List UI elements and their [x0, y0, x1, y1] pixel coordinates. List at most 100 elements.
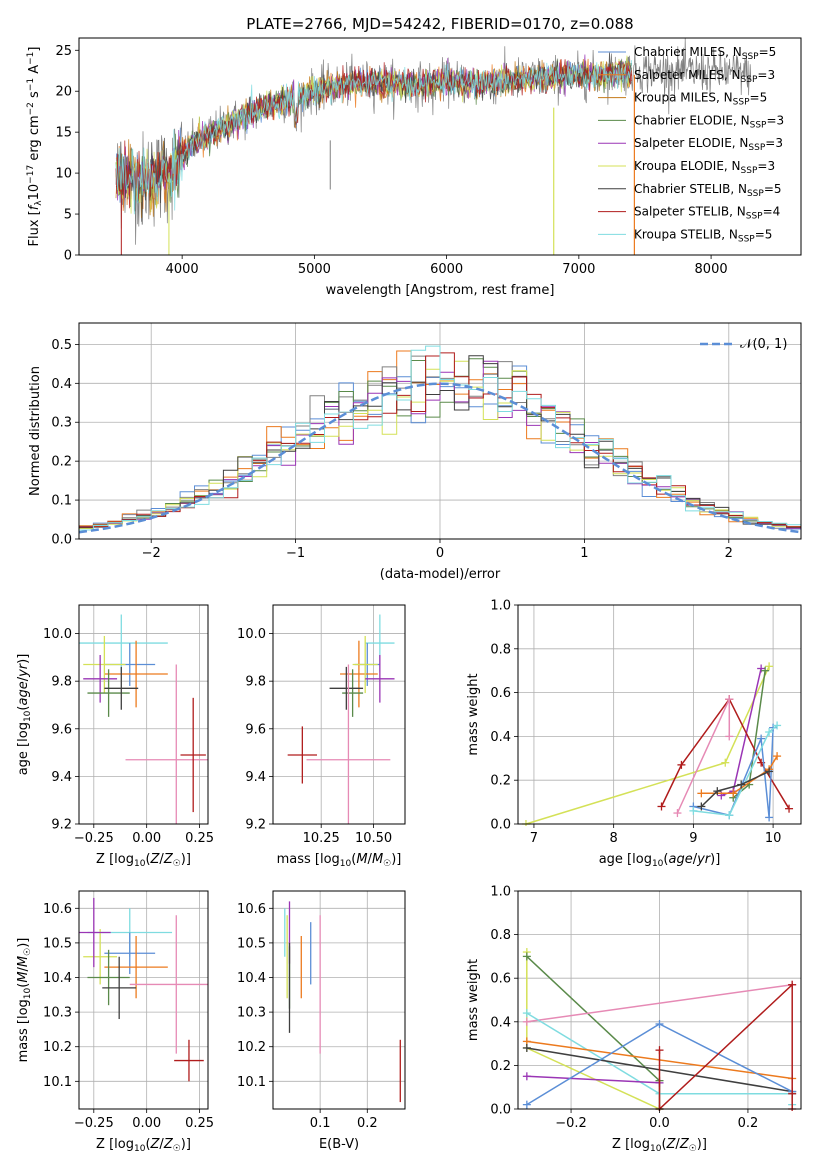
- legend-subscript: SSP: [747, 189, 764, 199]
- x-tick-label: 0.0: [649, 1116, 670, 1131]
- x-tick-label: 7000: [562, 262, 595, 277]
- label-part: )]: [391, 852, 401, 867]
- label-part: ☉: [23, 948, 33, 956]
- label-part: (: [16, 706, 31, 711]
- residual-histogram-panel: −2 −1 0 1 2 0.0 0.1 0.2 0.3 0.4 0.5 𝒩(0, 1) (data-mo…: [28, 322, 802, 582]
- y-tick-label: 0.1: [51, 494, 72, 509]
- y-tick-label: 10.2: [237, 1040, 266, 1055]
- label-part: age [log: [16, 722, 31, 775]
- y-tick-label: 10.3: [237, 1006, 266, 1021]
- age-vs-metallicity-panel: −0.25 0.00 0.259.29.49.69.810.0Z [log10(Z/…: [16, 604, 214, 869]
- y-tick-label: 0.4: [490, 1015, 511, 1030]
- x-tick-label: 2: [725, 546, 733, 561]
- y-tick-label: 0.8: [490, 642, 511, 657]
- axes-frame: [78, 890, 209, 1110]
- y-label-part: f: [27, 203, 42, 210]
- label-part: mass [log: [277, 852, 340, 867]
- label-part: Z: [679, 1137, 690, 1152]
- y-tick-label: 10.4: [237, 971, 266, 986]
- y-tick-label: 15: [55, 126, 72, 141]
- legend-subscript: SSP: [742, 52, 759, 62]
- y-tick-label: 0.4: [490, 730, 511, 745]
- x-axis-label: (data-model)/error: [380, 567, 501, 582]
- y-tick-label: 1.0: [490, 599, 511, 614]
- legend-tail: =5: [764, 182, 782, 196]
- y-label-part: −1: [26, 78, 36, 91]
- y-label-part: Flux [: [27, 210, 42, 246]
- figure-title: PLATE=2766, MJD=54242, FIBERID=0170, z=0…: [246, 15, 633, 33]
- weight-series-line: [693, 724, 778, 817]
- y-axis-label: mass weight: [466, 959, 481, 1041]
- label-part: /: [368, 852, 373, 867]
- label-part: (: [145, 1137, 150, 1152]
- label-part: ☉: [383, 859, 391, 869]
- x-tick-label: 6000: [430, 262, 463, 277]
- y-tick-label: 0.8: [490, 928, 511, 943]
- y-label-part: ]: [27, 47, 42, 52]
- y-tick-label: 0.6: [490, 972, 511, 987]
- y-tick-label: 10.1: [237, 1075, 266, 1090]
- axes-frame: [78, 37, 802, 256]
- y-tick-label: 0.5: [51, 338, 72, 353]
- y-tick-label: 10.0: [237, 627, 266, 642]
- legend-label: Kroupa STELIB, NSSP=5: [634, 227, 772, 244]
- y-label-part: s: [27, 91, 42, 102]
- legend-tail: =5: [750, 91, 768, 105]
- y-axis-label: Normed distribution: [28, 366, 43, 496]
- x-tick-label: −0.25: [74, 831, 114, 846]
- label-part: Z: [163, 852, 174, 867]
- x-tick-label: 10.50: [355, 831, 392, 846]
- x-tick-label: 10: [765, 831, 782, 846]
- label-part: /: [16, 676, 31, 681]
- spectrum-panel: 4000 5000 6000 7000 8000 0 5 10 15 20 25 Chabrier M…: [26, 37, 802, 298]
- legend-subscript: SSP: [733, 98, 750, 108]
- y-tick-label: 5: [64, 208, 72, 223]
- y-label-part: erg cm: [27, 115, 42, 164]
- y-tick-label: 9.6: [51, 722, 72, 737]
- y-tick-label: 0.0: [490, 818, 511, 833]
- y-tick-label: 0.4: [51, 377, 72, 392]
- legend-tail: =4: [763, 205, 781, 219]
- mass-vs-extinction-panel: 0.1 0.2 10.1 10.2 10.3 10.4 10.5 10.6 E(B-V): [237, 890, 406, 1152]
- label-part: Z: [163, 1137, 174, 1152]
- axes-frame: [517, 604, 802, 825]
- weight-lines: [521, 662, 794, 826]
- y-tick-label: 0.0: [490, 1103, 511, 1118]
- x-axis-label: Z [log10(Z/Z☉)]: [96, 1137, 191, 1154]
- y-label-part: −1: [26, 52, 36, 65]
- y-label-part: 10: [27, 184, 42, 201]
- label-part: age [log: [599, 852, 652, 867]
- y-axis-label: mass weight: [466, 673, 481, 755]
- errorbar-group: [79, 614, 208, 824]
- label-part: 10: [134, 859, 146, 869]
- label-part: M: [16, 971, 31, 982]
- label-part: 10: [134, 1144, 146, 1154]
- x-tick-label: −0.25: [74, 1116, 114, 1131]
- label-part: Z: [666, 1137, 677, 1152]
- legend-label: Salpeter ELODIE, NSSP=3: [634, 136, 783, 153]
- x-tick-label: 7: [530, 831, 538, 846]
- y-axis-label: mass [log10(M/M☉)]: [16, 938, 33, 1063]
- y-tick-label: 9.4: [245, 770, 266, 785]
- weight-series-line: [658, 982, 793, 1111]
- y-tick-label: 0.2: [490, 1059, 511, 1074]
- legend-tail: =5: [759, 45, 777, 59]
- label-part: /: [159, 1137, 164, 1152]
- label-part: /: [16, 966, 31, 971]
- label-part: yr: [16, 662, 31, 678]
- x-tick-label: 0.00: [132, 831, 161, 846]
- x-tick-label: 0: [436, 546, 444, 561]
- label-part: )]: [181, 1137, 191, 1152]
- legend-label: 𝒩(0, 1): [740, 337, 787, 352]
- y-tick-label: 0.2: [490, 774, 511, 789]
- x-tick-label: 8: [610, 831, 618, 846]
- legend-tail: =3: [765, 136, 783, 150]
- y-tick-label: 0: [64, 249, 72, 264]
- y-tick-label: 9.6: [245, 722, 266, 737]
- y-label-part: A: [27, 65, 42, 78]
- label-part: (: [661, 1137, 666, 1152]
- x-tick-label: 5000: [298, 262, 331, 277]
- y-tick-label: 9.2: [245, 818, 266, 833]
- x-axis-label: Z [log10(Z/Z☉)]: [96, 852, 191, 869]
- label-part: Z [log: [96, 852, 134, 867]
